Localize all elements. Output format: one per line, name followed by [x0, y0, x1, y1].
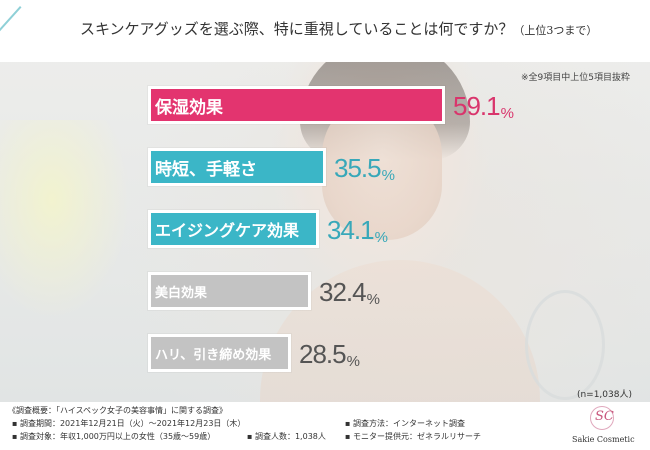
- data-label: 34.1%: [327, 210, 388, 248]
- footer: 《調査概要：「ハイスペック女子の美容事情」に関する調査》 ▪ 調査期間：2021…: [0, 402, 650, 450]
- bar-label: ハリ、引き締め効果: [155, 347, 272, 363]
- data-label: 59.1%: [453, 86, 514, 124]
- data-label-value: 32.4: [319, 277, 367, 307]
- sample-size-note: (n=1,038人): [576, 390, 632, 400]
- data-label: 35.5%: [334, 148, 395, 186]
- page-title: スキンケアグッズを選ぶ際、特に重視していることは何ですか？（上位3つまで）: [80, 18, 597, 39]
- data-label: 28.5%: [299, 334, 360, 372]
- header: スキンケアグッズを選ぶ際、特に重視していることは何ですか？（上位3つまで）: [0, 0, 650, 62]
- bar-row: 美白効果: [148, 272, 311, 310]
- data-label-unit: %: [346, 353, 360, 370]
- data-label-value: 28.5: [299, 339, 347, 369]
- data-label-unit: %: [381, 167, 395, 184]
- survey-period-text: 調査期間：2021年12月21日（火）～2021年12月23日（木）: [19, 419, 246, 428]
- survey-method: ▪ 調査方法：インターネット調査: [345, 419, 465, 428]
- data-label: 32.4%: [319, 272, 380, 310]
- data-label-value: 59.1: [453, 91, 501, 121]
- bar-row: 保湿効果: [148, 86, 445, 124]
- data-label-unit: %: [500, 105, 514, 122]
- survey-count-text: 調査人数：1,038人: [254, 432, 326, 441]
- bar-label: エイジングケア効果: [155, 221, 300, 240]
- bar-row: ハリ、引き締め効果: [148, 334, 291, 372]
- bar-label: 美白効果: [155, 285, 208, 301]
- bar-row: 時短、手軽さ: [148, 148, 326, 186]
- bar-label: 保湿効果: [155, 97, 223, 118]
- data-label-value: 35.5: [334, 153, 382, 183]
- bar-row: エイジングケア効果: [148, 210, 319, 248]
- data-label-value: 34.1: [327, 215, 375, 245]
- excerpt-note: ※全9項目中上位5項目抜粋: [521, 73, 630, 83]
- background-foliage: [0, 120, 130, 320]
- bar: [148, 210, 319, 248]
- logo-emblem: [590, 406, 614, 430]
- survey-method-text: 調査方法：インターネット調査: [352, 419, 465, 428]
- header-accent-line: [0, 6, 22, 45]
- title-main: スキンケアグッズを選ぶ際、特に重視していることは何ですか？: [80, 20, 514, 38]
- bar: [148, 86, 445, 124]
- survey-period: ▪ 調査期間：2021年12月21日（火）～2021年12月23日（木）: [12, 419, 246, 428]
- survey-target-text: 調査対象：年収1,000万円以上の女性（35歳～59歳）: [19, 432, 216, 441]
- survey-target: ▪ 調査対象：年収1,000万円以上の女性（35歳～59歳）: [12, 432, 216, 441]
- bar: [148, 334, 291, 372]
- bar-label: 時短、手軽さ: [155, 159, 257, 180]
- survey-title: 《調査概要：「ハイスペック女子の美容事情」に関する調査》: [8, 406, 228, 415]
- bar: [148, 272, 311, 310]
- survey-provider-text: モニター提供元：ゼネラルリサーチ: [352, 432, 481, 441]
- background-mirror: [525, 290, 605, 400]
- survey-provider: ▪ モニター提供元：ゼネラルリサーチ: [345, 432, 481, 441]
- data-label-unit: %: [374, 229, 388, 246]
- data-label-unit: %: [366, 291, 380, 308]
- title-suffix: （上位3つまで）: [513, 24, 598, 37]
- bar: [148, 148, 326, 186]
- survey-count: ▪ 調査人数：1,038人: [247, 432, 326, 441]
- logo-text: Sakie Cosmetic: [572, 435, 635, 444]
- logo-monogram: SC: [595, 409, 614, 424]
